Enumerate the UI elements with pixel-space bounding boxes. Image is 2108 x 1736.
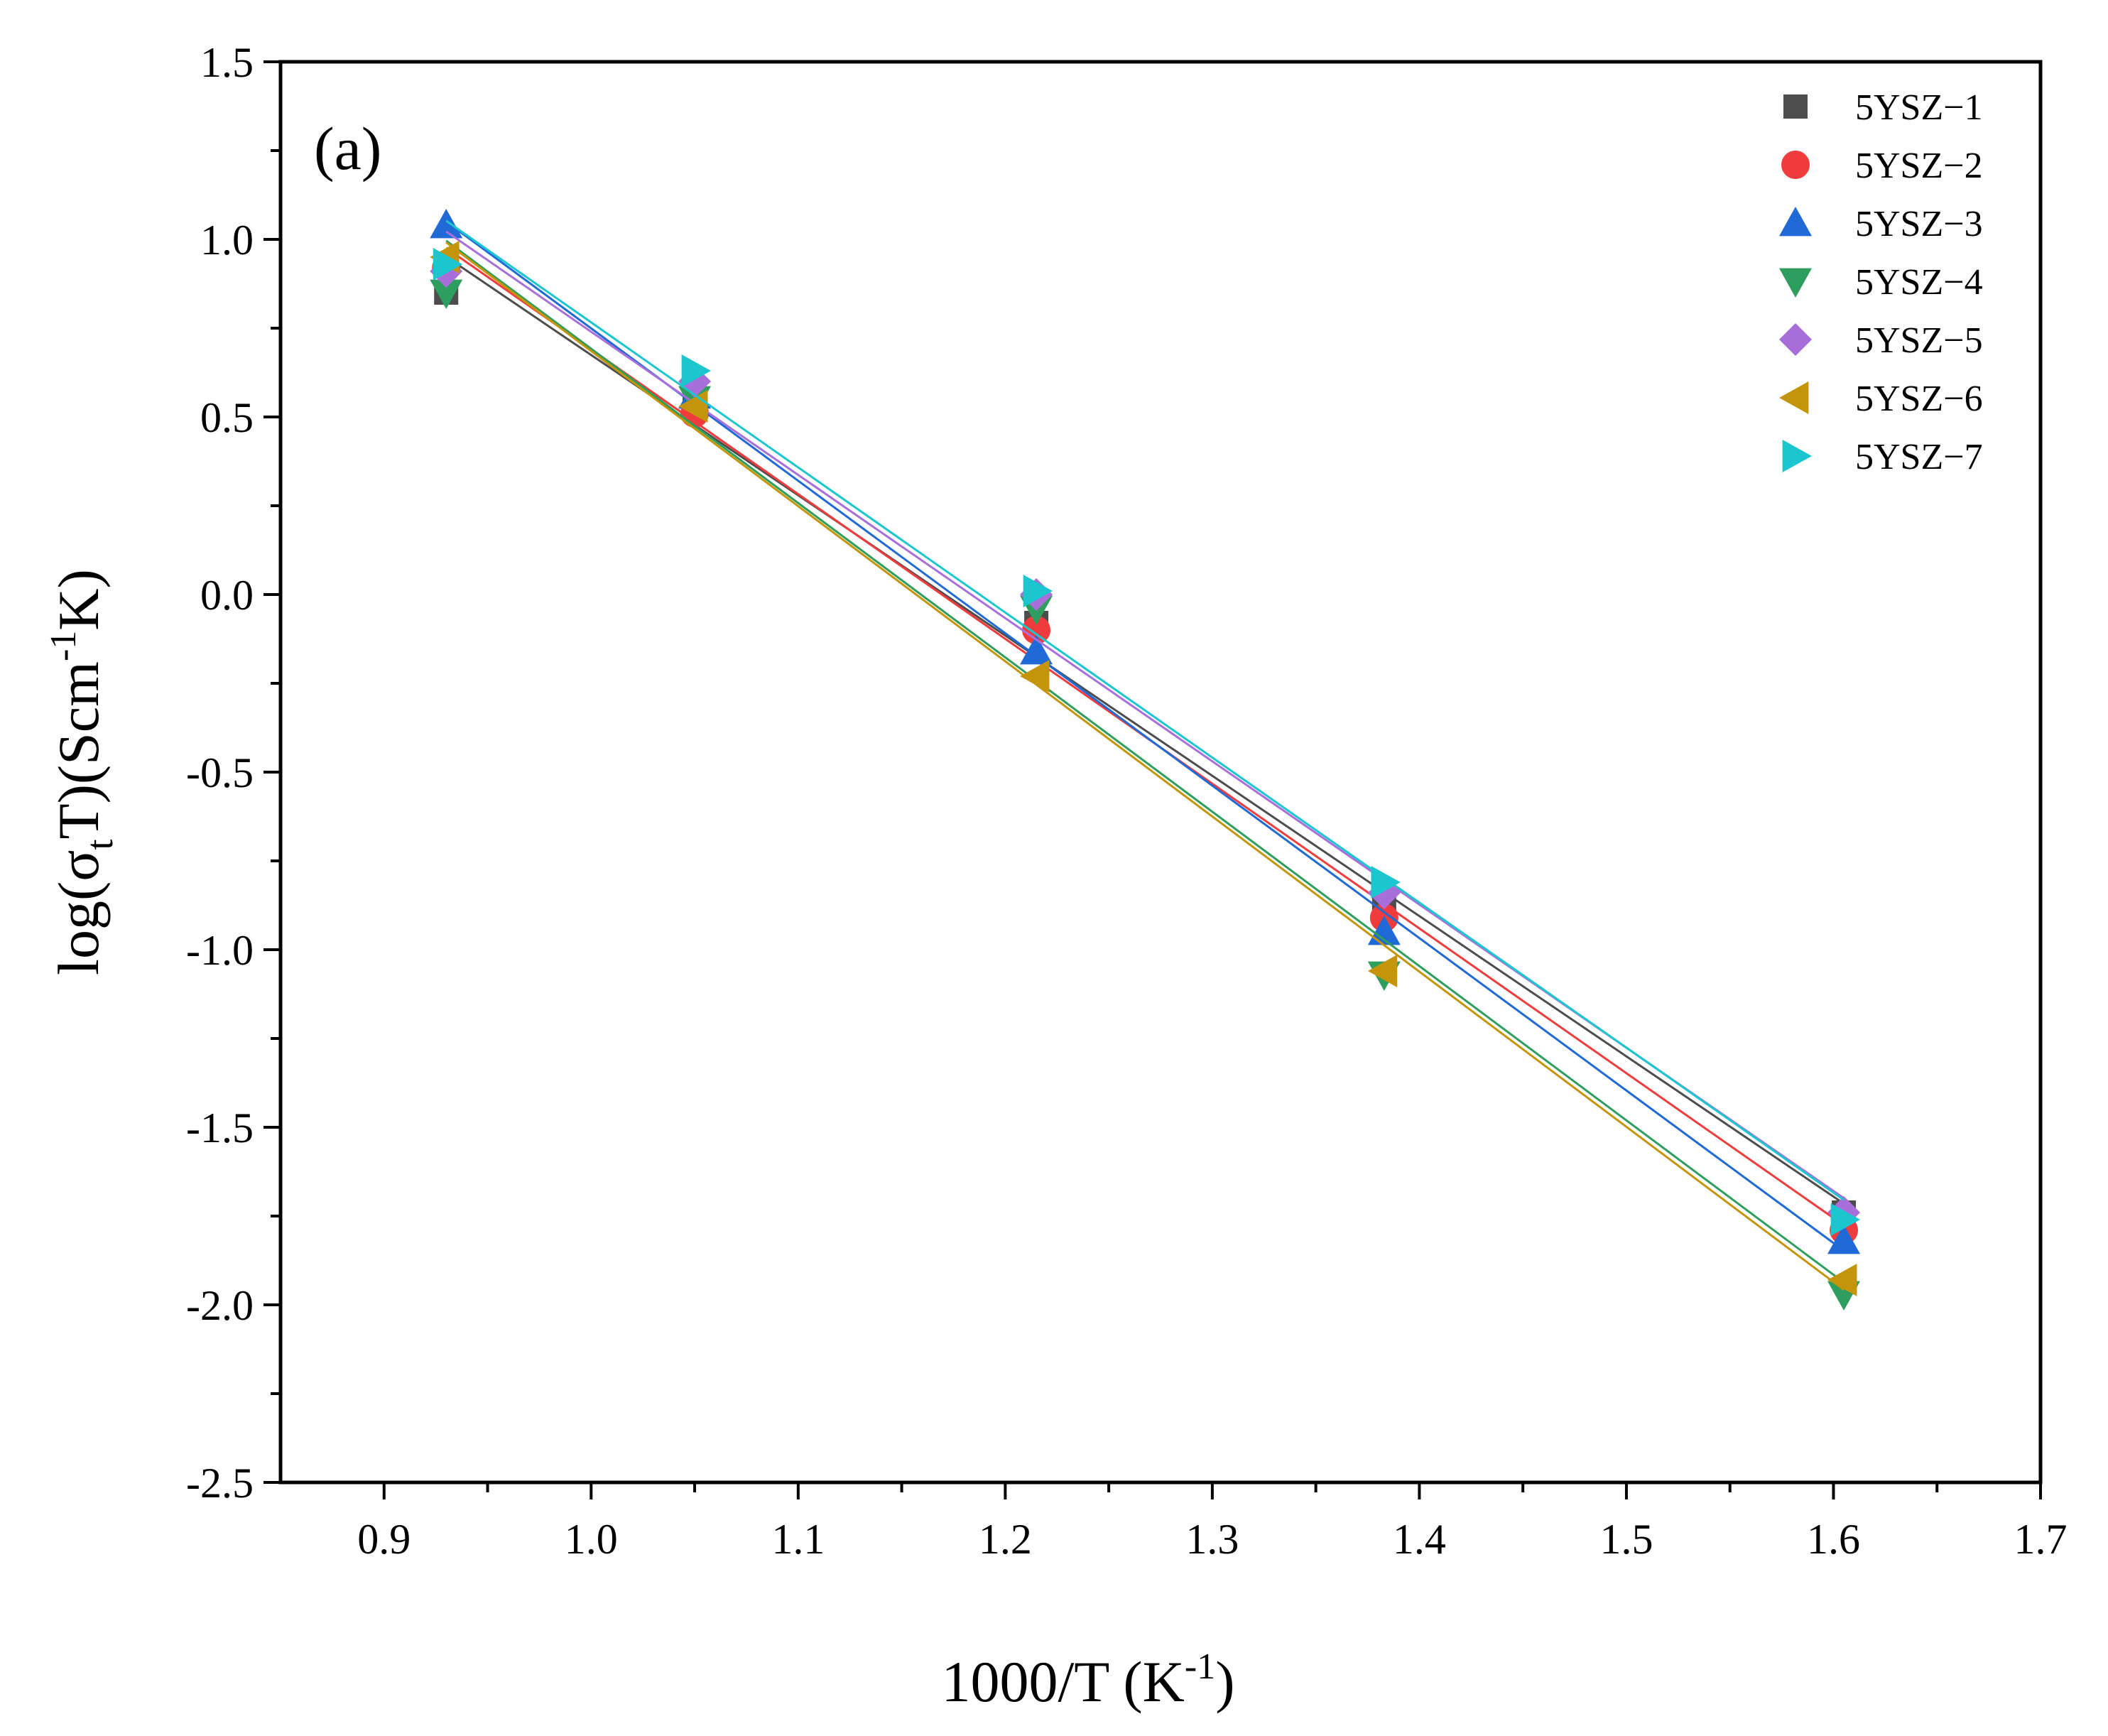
x-tick-label: 0.9: [357, 1516, 411, 1563]
legend-marker: [1782, 440, 1812, 472]
legend: 5YSZ−1 5YSZ−2 5YSZ−3 5YSZ−4 5YSZ−5 5YSZ−6 5YSZ…: [1779, 87, 1983, 477]
legend-label: 5YSZ−1: [1855, 87, 1983, 128]
legend-item: 5YSZ−3: [1779, 204, 1983, 244]
legend-item: 5YSZ−7: [1782, 437, 1983, 477]
legend-marker: [1783, 94, 1808, 119]
series-6: [430, 241, 1857, 1296]
x-tick-label: 1.0: [565, 1516, 618, 1563]
legend-item: 5YSZ−1: [1783, 87, 1983, 128]
y-tick-label: 1.5: [200, 39, 254, 86]
data-point: [681, 354, 712, 387]
series-layer: [430, 209, 1861, 1311]
legend-item: 5YSZ−2: [1781, 146, 1983, 186]
legend-item: 5YSZ−4: [1779, 262, 1983, 303]
y-tick-label: -2.5: [186, 1460, 254, 1507]
legend-label: 5YSZ−3: [1855, 204, 1983, 244]
data-point: [1020, 635, 1053, 665]
legend-item: 5YSZ−5: [1779, 320, 1983, 361]
x-tick-label: 1.7: [2014, 1516, 2068, 1563]
y-axis-title: log(σtT)(Scm-1K): [43, 569, 121, 975]
data-point: [430, 209, 463, 239]
y-tick-label: -0.5: [186, 749, 254, 796]
data-point: [1827, 1264, 1857, 1296]
x-axis-title: 1000/T (K-1): [941, 1647, 1234, 1714]
panel-label: (a): [314, 114, 381, 183]
ticks-layer: 0.9 1.0 1.1 1.2 1.3 1.4 1.5 1.6 1.7 1.5 1.0 0.5 0.0 -…: [186, 39, 2067, 1563]
x-tick-label: 1.5: [1599, 1516, 1653, 1563]
data-point: [1367, 916, 1401, 945]
legend-marker: [1779, 323, 1812, 356]
data-point: [433, 248, 463, 281]
series-2: [432, 246, 1859, 1244]
y-tick-label: -1.0: [186, 927, 254, 974]
y-axis-title-sub: t: [78, 840, 121, 850]
legend-label: 5YSZ−6: [1855, 379, 1983, 419]
fit-line: [445, 219, 1844, 1201]
legend-marker: [1779, 268, 1812, 298]
x-tick-label: 1.4: [1393, 1516, 1446, 1563]
data-point: [1830, 1203, 1861, 1236]
legend-marker: [1779, 381, 1809, 414]
legend-marker: [1781, 151, 1810, 179]
data-point: [430, 279, 463, 309]
data-point: [1022, 616, 1051, 644]
y-tick-label: 0.0: [200, 572, 254, 619]
x-tick-label: 1.1: [771, 1516, 825, 1563]
x-axis-title-main: 1000/T (K: [941, 1649, 1184, 1714]
y-tick-label: -1.5: [186, 1105, 254, 1151]
series-4: [430, 239, 1861, 1311]
legend-label: 5YSZ−5: [1855, 320, 1983, 361]
data-point: [1367, 955, 1398, 987]
legend-label: 5YSZ−7: [1855, 437, 1983, 477]
y-axis-title-tail: K): [46, 569, 111, 631]
series-1: [434, 256, 1857, 1225]
series-7: [433, 219, 1861, 1236]
y-axis-title-mid: T)(Scm: [46, 661, 111, 839]
data-point: [1023, 575, 1053, 607]
legend-label: 5YSZ−2: [1855, 146, 1983, 186]
x-tick-label: 1.6: [1807, 1516, 1860, 1563]
legend-marker: [1779, 207, 1812, 237]
y-tick-label: 1.0: [200, 217, 254, 264]
x-tick-label: 1.3: [1185, 1516, 1239, 1563]
legend-item: 5YSZ−6: [1779, 379, 1983, 419]
data-point: [1827, 1225, 1861, 1254]
x-axis-title-sup: -1: [1185, 1647, 1215, 1687]
data-point: [1371, 866, 1401, 899]
y-axis-title-sup: -1: [43, 631, 84, 661]
y-axis-title-pre: log(σ: [46, 850, 111, 975]
fit-line: [445, 242, 1844, 1291]
legend-label: 5YSZ−4: [1855, 262, 1983, 303]
x-tick-label: 1.2: [979, 1516, 1032, 1563]
x-axis-title-tail: ): [1215, 1649, 1234, 1714]
y-tick-label: 0.5: [200, 394, 254, 441]
fit-line: [445, 239, 1844, 1284]
data-point: [1020, 660, 1050, 693]
y-tick-label: -2.0: [186, 1282, 254, 1329]
